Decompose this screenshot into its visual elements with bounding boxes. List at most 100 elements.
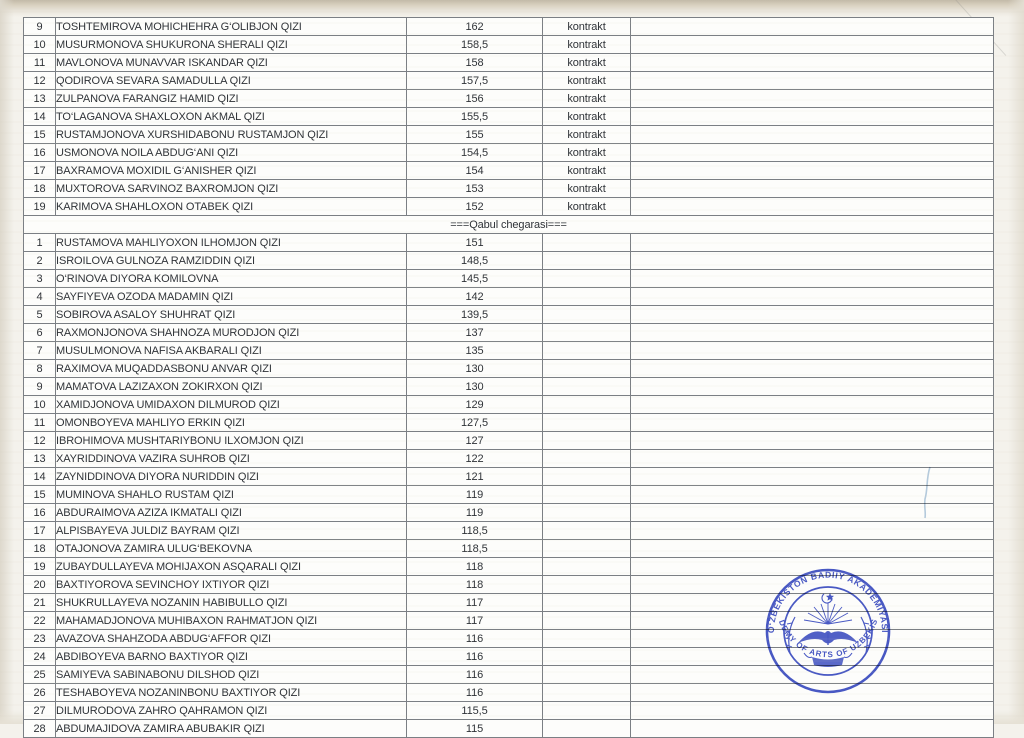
notes-cell <box>630 287 994 306</box>
status-cell: kontrakt <box>542 89 631 108</box>
notes-cell <box>630 359 994 378</box>
table-row: 1 RUSTAMOVA MAHLIYOXON ILHOMJON QIZI 151 <box>23 233 994 252</box>
score-cell: 118,5 <box>406 521 543 540</box>
status-cell: kontrakt <box>542 197 631 216</box>
score-cell: 158,5 <box>406 35 543 54</box>
name-cell: QODIROVA SEVARA SAMADULLA QIZI <box>55 71 407 90</box>
notes-cell <box>630 431 994 450</box>
name-cell: O‘RINOVA DIYORA KOMILOVNA <box>55 269 407 288</box>
name-cell: TO‘LAGANOVA SHAXLOXON AKMAL QIZI <box>55 107 407 126</box>
notes-cell <box>630 197 994 216</box>
table-row: 18 MUXTOROVA SARVINOZ BAXROMJON QIZI 153 ko… <box>23 179 994 198</box>
official-stamp: O‘ZBEKISTON BADIIY AKADEMIYASI ACADEMY O… <box>765 568 891 694</box>
table-row: 7 MUSULMONOVA NAFISA AKBARALI QIZI 135 <box>23 341 994 360</box>
status-cell <box>542 683 631 702</box>
table-row: 16 USMONOVA NOILA ABDUG‘ANI QIZI 154,5 kont… <box>23 143 994 162</box>
status-cell <box>542 359 631 378</box>
table-row: 6 RAXMONJONOVA SHAHNOZA MURODJON QIZI 137 <box>23 323 994 342</box>
score-cell: 151 <box>406 233 543 252</box>
score-cell: 122 <box>406 449 543 468</box>
score-cell: 154,5 <box>406 143 543 162</box>
name-cell: RUSTAMJONOVA XURSHIDABONU RUSTAMJON QIZI <box>55 125 407 144</box>
row-number-cell: 3 <box>23 269 56 288</box>
score-cell: 130 <box>406 359 543 378</box>
notes-cell <box>630 71 994 90</box>
status-cell <box>542 431 631 450</box>
notes-cell <box>630 503 994 522</box>
status-cell: kontrakt <box>542 161 631 180</box>
row-number-cell: 16 <box>23 143 56 162</box>
score-cell: 116 <box>406 683 543 702</box>
status-cell <box>542 233 631 252</box>
status-cell <box>542 701 631 720</box>
status-cell: kontrakt <box>542 35 631 54</box>
name-cell: XAMIDJONOVA UMIDAXON DILMUROD QIZI <box>55 395 407 414</box>
status-cell <box>542 413 631 432</box>
table-row: 4 SAYFIYEVA OZODA MADAMIN QIZI 142 <box>23 287 994 306</box>
name-cell: BAXRAMOVA MOXIDIL G‘ANISHER QIZI <box>55 161 407 180</box>
status-cell <box>542 539 631 558</box>
score-cell: 119 <box>406 503 543 522</box>
notes-cell <box>630 683 994 702</box>
row-number-cell: 22 <box>23 611 56 630</box>
table-row: 14 TO‘LAGANOVA SHAXLOXON AKMAL QIZI 155,5 k… <box>23 107 994 126</box>
table-row: 2 ISROILOVA GULNOZA RAMZIDDIN QIZI 148,5 <box>23 251 994 270</box>
status-cell: kontrakt <box>542 17 631 36</box>
score-cell: 129 <box>406 395 543 414</box>
name-cell: DILMURODOVA ZAHRO QAHRAMON QIZI <box>55 701 407 720</box>
row-number-cell: 7 <box>23 341 56 360</box>
name-cell: SOBIROVA ASALOY SHUHRAT QIZI <box>55 305 407 324</box>
row-number-cell: 8 <box>23 359 56 378</box>
table-row: 12 IBROHIMOVA MUSHTARIYBONU ILXOMJON QIZI… <box>23 431 994 450</box>
table-row: 19 ZUBAYDULLAYEVA MOHIJAXON ASQARALI QIZI… <box>23 557 994 576</box>
status-cell: kontrakt <box>542 107 631 126</box>
table-row: 15 RUSTAMJONOVA XURSHIDABONU RUSTAMJON QI… <box>23 125 994 144</box>
table-row: 13 ZULPANOVA FARANGIZ HAMID QIZI 156 kontra… <box>23 89 994 108</box>
score-cell: 162 <box>406 17 543 36</box>
notes-cell <box>630 53 994 72</box>
row-number-cell: 26 <box>23 683 56 702</box>
name-cell: MAHAMADJONOVA MUHIBAXON RAHMATJON QIZI <box>55 611 407 630</box>
name-cell: IBROHIMOVA MUSHTARIYBONU ILXOMJON QIZI <box>55 431 407 450</box>
status-cell <box>542 323 631 342</box>
score-cell: 137 <box>406 323 543 342</box>
notes-cell <box>630 521 994 540</box>
row-number-cell: 13 <box>23 89 56 108</box>
status-cell <box>542 665 631 684</box>
row-number-cell: 6 <box>23 323 56 342</box>
name-cell: ABDUMAJIDOVA ZAMIRA ABUBAKIR QIZI <box>55 719 407 738</box>
status-cell <box>542 449 631 468</box>
table-row: 28 ABDUMAJIDOVA ZAMIRA ABUBAKIR QIZI 115 <box>23 719 994 738</box>
status-cell: kontrakt <box>542 143 631 162</box>
score-cell: 145,5 <box>406 269 543 288</box>
status-cell <box>542 341 631 360</box>
row-number-cell: 28 <box>23 719 56 738</box>
status-cell <box>542 269 631 288</box>
table-row: 22 MAHAMADJONOVA MUHIBAXON RAHMATJON QIZI… <box>23 611 994 630</box>
status-cell: kontrakt <box>542 179 631 198</box>
notes-cell <box>630 377 994 396</box>
name-cell: MUXTOROVA SARVINOZ BAXROMJON QIZI <box>55 179 407 198</box>
notes-cell <box>630 341 994 360</box>
score-cell: 139,5 <box>406 305 543 324</box>
name-cell: MUSULMONOVA NAFISA AKBARALI QIZI <box>55 341 407 360</box>
row-number-cell: 19 <box>23 557 56 576</box>
name-cell: KARIMOVA SHAHLOXON OTABEK QIZI <box>55 197 407 216</box>
notes-cell <box>630 179 994 198</box>
results-table-body: 9 TOSHTEMIROVA MOHICHEHRA G‘OLIBJON QIZI 1… <box>23 17 994 738</box>
notes-cell <box>630 233 994 252</box>
scan-top-edge <box>0 0 1024 17</box>
table-row: 15 MUMINOVA SHAHLO RUSTAM QIZI 119 <box>23 485 994 504</box>
table-row: 12 QODIROVA SEVARA SAMADULLA QIZI 157,5 kon… <box>23 71 994 90</box>
row-number-cell: 21 <box>23 593 56 612</box>
table-row: 27 DILMURODOVA ZAHRO QAHRAMON QIZI 115,5 <box>23 701 994 720</box>
row-number-cell: 2 <box>23 251 56 270</box>
admission-divider-label: ===Qabul chegarasi=== <box>23 215 994 234</box>
notes-cell <box>630 161 994 180</box>
row-number-cell: 1 <box>23 233 56 252</box>
table-row: 20 BAXTIYOROVA SEVINCHOY IXTIYOR QIZI 118 <box>23 575 994 594</box>
row-number-cell: 5 <box>23 305 56 324</box>
name-cell: SAMIYEVA SABINABONU DILSHOD QIZI <box>55 665 407 684</box>
table-row: 24 ABDIBOYEVA BARNO BAXTIYOR QIZI 116 <box>23 647 994 666</box>
table-row: 17 BAXRAMOVA MOXIDIL G‘ANISHER QIZI 154 kon… <box>23 161 994 180</box>
